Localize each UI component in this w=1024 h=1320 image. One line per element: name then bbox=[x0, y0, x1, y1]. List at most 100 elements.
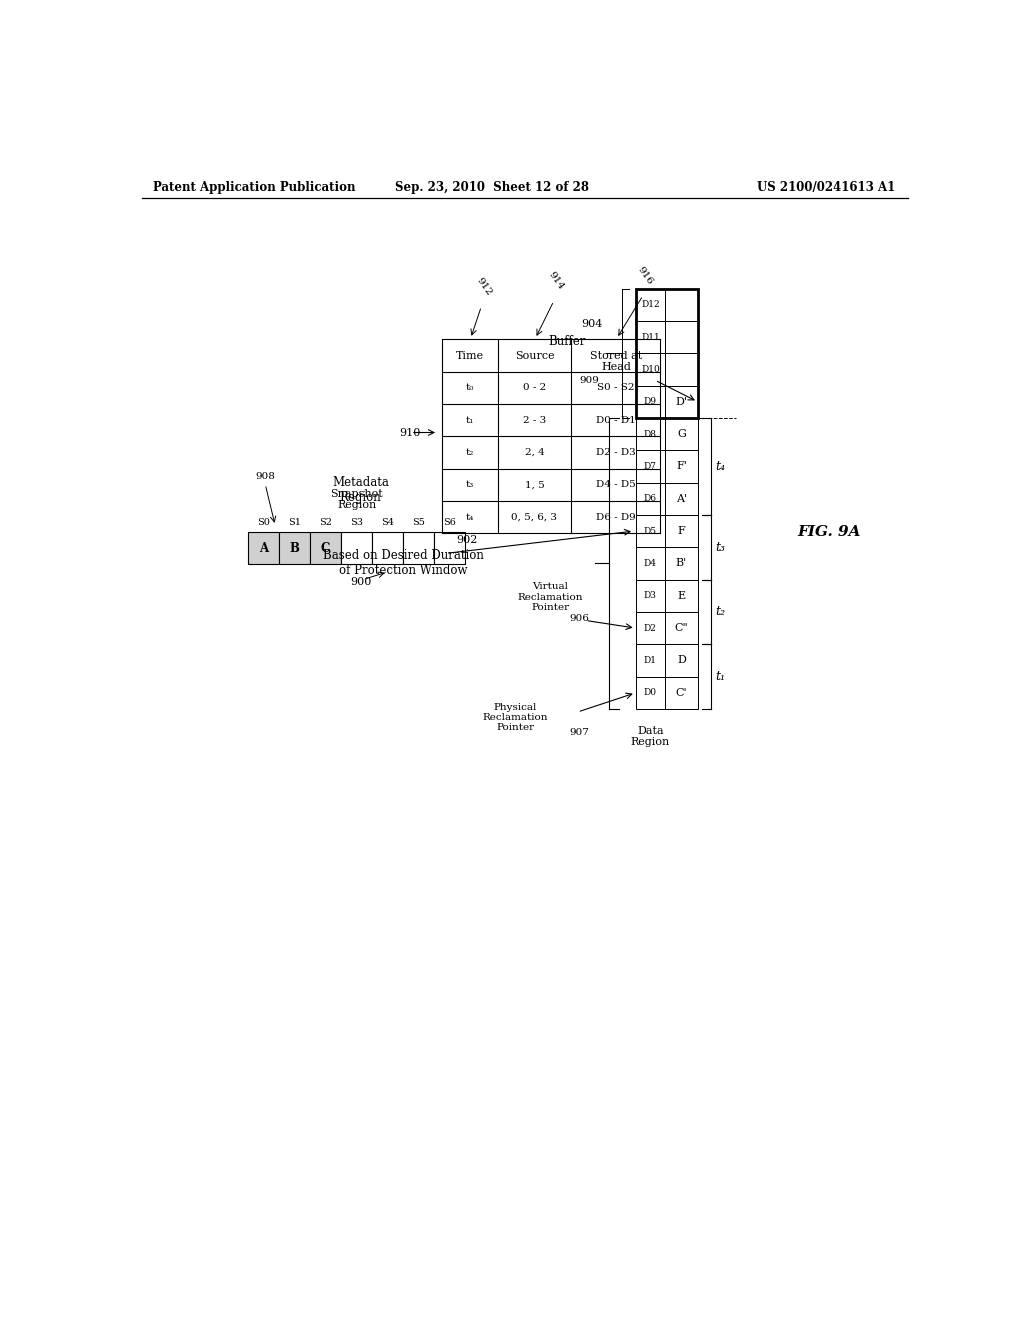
Bar bbox=[636, 450, 665, 483]
Text: Based on Desired Duration
of Protection Window: Based on Desired Duration of Protection … bbox=[323, 549, 483, 577]
Bar bbox=[665, 515, 697, 548]
Text: A: A bbox=[259, 541, 268, 554]
Bar bbox=[665, 644, 697, 677]
Text: Buffer: Buffer bbox=[548, 335, 586, 348]
Bar bbox=[636, 548, 665, 579]
Bar bbox=[665, 321, 697, 354]
Text: 912: 912 bbox=[474, 276, 494, 297]
Bar bbox=[665, 548, 697, 579]
Bar bbox=[280, 532, 310, 564]
Text: F: F bbox=[678, 527, 685, 536]
Text: A': A' bbox=[676, 494, 687, 504]
Text: D2: D2 bbox=[644, 623, 656, 632]
Text: Snapshot
Region: Snapshot Region bbox=[331, 488, 383, 511]
Text: D7: D7 bbox=[644, 462, 656, 471]
Text: S0 - S2: S0 - S2 bbox=[597, 383, 635, 392]
Text: E: E bbox=[677, 591, 685, 601]
Text: D8: D8 bbox=[644, 429, 656, 438]
Text: D1: D1 bbox=[644, 656, 656, 665]
Text: S2: S2 bbox=[319, 519, 332, 527]
Text: D10: D10 bbox=[641, 364, 659, 374]
Text: C': C' bbox=[676, 688, 687, 698]
Bar bbox=[636, 289, 697, 418]
Text: G: G bbox=[677, 429, 686, 440]
Text: t₂: t₂ bbox=[466, 447, 474, 457]
Text: D3: D3 bbox=[644, 591, 656, 601]
Text: D': D' bbox=[676, 397, 687, 407]
Text: 1, 5: 1, 5 bbox=[524, 480, 545, 490]
Text: D5: D5 bbox=[644, 527, 657, 536]
Bar bbox=[636, 354, 665, 385]
Bar bbox=[665, 418, 697, 450]
Bar bbox=[636, 418, 665, 450]
Text: D0: D0 bbox=[644, 688, 656, 697]
Bar bbox=[665, 483, 697, 515]
Text: D9: D9 bbox=[644, 397, 656, 407]
Text: S1: S1 bbox=[288, 519, 301, 527]
Text: 900: 900 bbox=[350, 577, 372, 587]
Text: B': B' bbox=[676, 558, 687, 569]
Text: t₄: t₄ bbox=[716, 459, 725, 473]
Text: t₂: t₂ bbox=[716, 606, 725, 619]
Text: t₀: t₀ bbox=[466, 383, 474, 392]
Text: 2, 4: 2, 4 bbox=[524, 447, 545, 457]
Text: Time: Time bbox=[456, 351, 483, 360]
Bar bbox=[636, 483, 665, 515]
Text: Data
Region: Data Region bbox=[631, 726, 670, 747]
Text: B: B bbox=[290, 541, 300, 554]
Text: D: D bbox=[677, 656, 686, 665]
Text: D6: D6 bbox=[644, 494, 656, 503]
Bar bbox=[665, 354, 697, 385]
Text: t₁: t₁ bbox=[466, 416, 474, 425]
Text: C: C bbox=[321, 541, 331, 554]
Text: D4: D4 bbox=[644, 558, 656, 568]
Bar bbox=[636, 289, 665, 321]
Text: 916: 916 bbox=[636, 265, 654, 286]
Bar bbox=[636, 515, 665, 548]
Bar bbox=[636, 321, 665, 354]
Text: t₁: t₁ bbox=[716, 671, 725, 684]
Bar bbox=[310, 532, 341, 564]
Text: S6: S6 bbox=[443, 519, 456, 527]
Text: D0 - D1: D0 - D1 bbox=[596, 416, 636, 425]
Text: D4 - D5: D4 - D5 bbox=[596, 480, 636, 490]
Text: S3: S3 bbox=[350, 519, 364, 527]
Text: t₄: t₄ bbox=[466, 512, 474, 521]
Text: 908: 908 bbox=[256, 473, 275, 480]
Bar bbox=[665, 385, 697, 418]
Text: FIG. 9A: FIG. 9A bbox=[798, 525, 861, 539]
Text: Patent Application Publication: Patent Application Publication bbox=[153, 181, 355, 194]
Text: 0 - 2: 0 - 2 bbox=[523, 383, 546, 392]
Text: S5: S5 bbox=[413, 519, 425, 527]
Text: 2 - 3: 2 - 3 bbox=[523, 416, 546, 425]
Text: Sep. 23, 2010  Sheet 12 of 28: Sep. 23, 2010 Sheet 12 of 28 bbox=[395, 181, 589, 194]
Bar bbox=[403, 532, 434, 564]
Text: S0: S0 bbox=[257, 519, 270, 527]
Text: 914: 914 bbox=[547, 271, 565, 292]
Text: 906: 906 bbox=[569, 614, 590, 623]
Text: t₃: t₃ bbox=[716, 541, 725, 554]
Bar bbox=[636, 644, 665, 677]
Bar bbox=[665, 579, 697, 612]
Text: C": C" bbox=[675, 623, 688, 634]
Text: Metadata
Region: Metadata Region bbox=[332, 475, 389, 503]
Text: US 2100/0241613 A1: US 2100/0241613 A1 bbox=[757, 181, 895, 194]
Bar bbox=[636, 612, 665, 644]
Text: Physical
Reclamation
Pointer: Physical Reclamation Pointer bbox=[482, 702, 548, 733]
Bar bbox=[434, 532, 465, 564]
Text: 902: 902 bbox=[456, 535, 477, 545]
Text: Head: Head bbox=[601, 362, 631, 372]
Text: 907: 907 bbox=[569, 729, 590, 738]
Text: 0, 5, 6, 3: 0, 5, 6, 3 bbox=[511, 512, 557, 521]
Bar bbox=[665, 450, 697, 483]
Bar bbox=[248, 532, 280, 564]
Text: F': F' bbox=[676, 462, 687, 471]
Text: t₃: t₃ bbox=[466, 480, 474, 490]
Bar bbox=[372, 532, 403, 564]
Bar bbox=[665, 289, 697, 321]
Bar bbox=[665, 677, 697, 709]
Text: Virtual
Reclamation
Pointer: Virtual Reclamation Pointer bbox=[517, 582, 583, 612]
Text: Source: Source bbox=[515, 351, 554, 360]
Text: D11: D11 bbox=[641, 333, 659, 342]
Text: 910: 910 bbox=[399, 428, 421, 437]
